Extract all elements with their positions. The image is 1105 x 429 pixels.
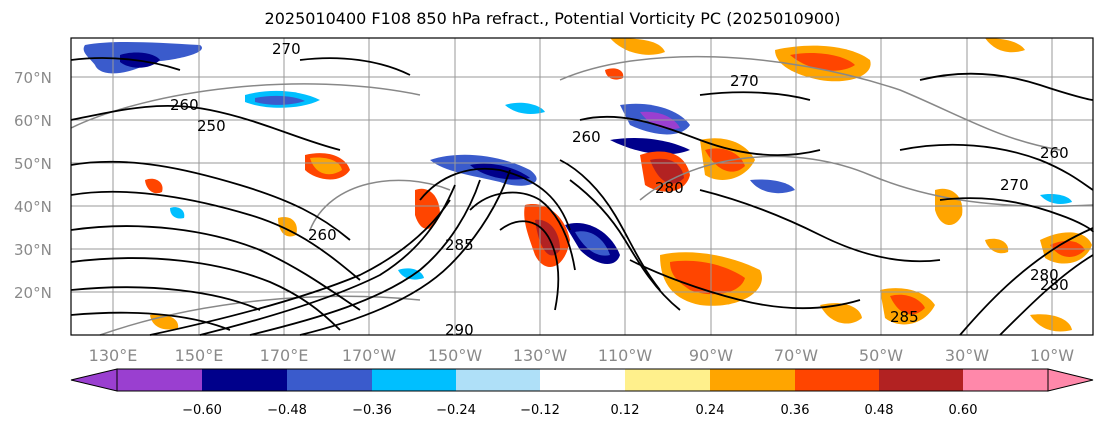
map-title: 2025010400 F108 850 hPa refract., Potent… <box>264 9 841 28</box>
contour-label: 270 <box>272 40 301 58</box>
colorbar-segment <box>456 369 540 391</box>
colorbar-segment <box>795 369 879 391</box>
colorbar <box>70 368 1094 392</box>
contour-label: 250 <box>197 117 226 135</box>
colorbar-tick: 0.48 <box>865 403 894 418</box>
lon-label: 130°W <box>513 346 568 365</box>
contour-labels: 270 260 260 250 260 270 270 260 285 280 … <box>170 40 1069 339</box>
contour-label: 260 <box>170 96 199 114</box>
map-border <box>70 37 1094 336</box>
contour-label: 260 <box>572 128 601 146</box>
longitude-labels: 130°E 150°E 170°E 170°W 150°W 130°W 110°… <box>89 346 1075 365</box>
refractivity-contours <box>70 57 1094 336</box>
colorbar-tick: 0.60 <box>949 403 978 418</box>
colorbar-tick: −0.60 <box>182 403 222 418</box>
lat-label-60n: 60°N <box>14 112 52 130</box>
contour-label: 270 <box>730 72 759 90</box>
lat-label-30n: 30°N <box>14 241 52 259</box>
colorbar-tick: −0.12 <box>520 403 560 418</box>
contour-label: 280 <box>1030 266 1059 284</box>
lat-label-20n: 20°N <box>14 284 52 302</box>
colorbar-tick: 0.36 <box>781 403 810 418</box>
colorbar-segment <box>540 369 625 391</box>
lon-label: 50°W <box>859 346 903 365</box>
pv-shading <box>83 38 1092 332</box>
contour-label: 285 <box>445 236 474 254</box>
colorbar-segment <box>117 369 202 391</box>
colorbar-segment <box>710 369 795 391</box>
colorbar-tick: 0.12 <box>611 403 640 418</box>
colorbar-segment <box>625 369 710 391</box>
lon-label: 150°W <box>428 346 483 365</box>
contour-label: 290 <box>445 321 474 339</box>
colorbar-segment <box>372 369 456 391</box>
colorbar-ticks: −0.60 −0.48 −0.36 −0.24 −0.12 0.12 0.24 … <box>182 403 977 418</box>
colorbar-tick: −0.24 <box>436 403 476 418</box>
colorbar-segment <box>202 369 287 391</box>
contour-label: 260 <box>1040 144 1069 162</box>
lat-label-40n: 40°N <box>14 198 52 216</box>
lon-label: 30°W <box>945 346 989 365</box>
lat-label-70n: 70°N <box>14 69 52 87</box>
colorbar-segment <box>963 369 1048 391</box>
latitude-labels: 70°N 60°N 50°N 40°N 30°N 20°N <box>14 69 52 302</box>
colorbar-tick: −0.48 <box>267 403 307 418</box>
contour-label: 270 <box>1000 176 1029 194</box>
lon-label: 10°W <box>1030 346 1074 365</box>
colorbar-min-extension <box>70 368 118 392</box>
contour-label: 260 <box>308 226 337 244</box>
map-plot-area <box>71 38 1093 335</box>
colorbar-outline <box>116 368 1049 392</box>
colorbar-tick: −0.36 <box>352 403 392 418</box>
gray-contours <box>70 55 1094 336</box>
lat-label-50n: 50°N <box>14 155 52 173</box>
lon-label: 150°E <box>175 346 224 365</box>
lon-label: 130°E <box>89 346 138 365</box>
colorbar-tick: 0.24 <box>696 403 725 418</box>
colorbar-max-extension <box>1047 368 1094 392</box>
lon-label: 170°E <box>260 346 309 365</box>
lon-label: 110°W <box>598 346 653 365</box>
colorbar-segment <box>879 369 963 391</box>
colorbar-segment <box>287 369 372 391</box>
contour-label: 280 <box>655 179 684 197</box>
contour-label: 280 <box>1040 276 1069 294</box>
lon-label: 70°W <box>774 346 818 365</box>
contour-label: 285 <box>890 308 919 326</box>
lon-label: 90°W <box>689 346 733 365</box>
lon-label: 170°W <box>342 346 397 365</box>
